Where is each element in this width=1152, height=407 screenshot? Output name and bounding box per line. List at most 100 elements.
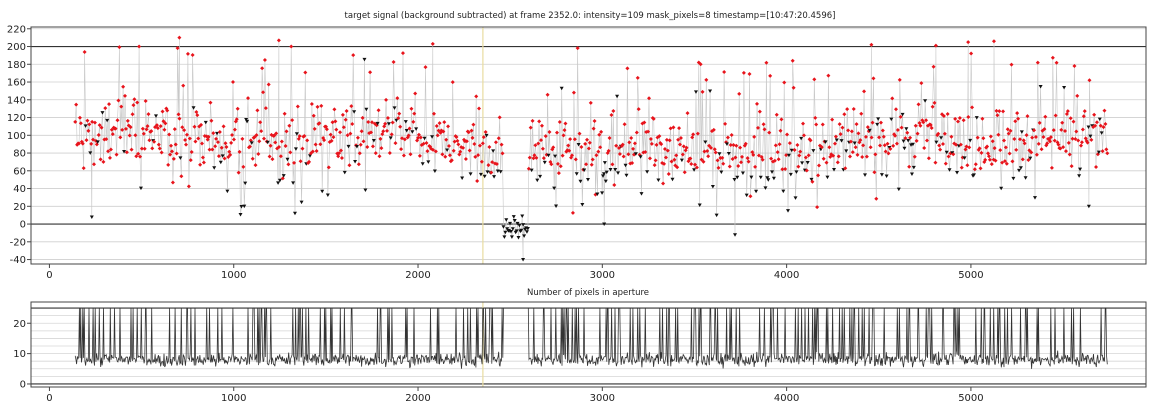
signal-axis-ticks: -40 -20 0 20 40 60 80 100 120 140 160 180 200 220 0 100… (7, 24, 984, 281)
signal-point-red (447, 153, 452, 158)
x-tick-label: 4000 (774, 393, 799, 404)
signal-point-red (898, 114, 903, 119)
signal-point-red (260, 66, 265, 71)
x-tick-label: 0 (46, 393, 52, 404)
signal-point-red (848, 139, 853, 144)
signal-point-black (692, 168, 697, 172)
signal-point-red (1000, 160, 1005, 165)
signal-point-red (123, 93, 128, 98)
signal-point-black (608, 168, 613, 172)
signal-point-red (158, 124, 163, 129)
signal-point-black (1017, 168, 1022, 173)
signal-point-red (473, 154, 478, 159)
signal-point-red (497, 115, 502, 120)
signal-point-black (422, 136, 427, 141)
signal-point-red (458, 149, 463, 154)
signal-point-red (563, 121, 568, 126)
signal-point-black (553, 154, 558, 159)
signal-point-red (147, 138, 152, 143)
signal-point-red (207, 147, 212, 152)
signal-point-red (821, 156, 826, 161)
signal-point-black (832, 167, 837, 172)
signal-point-black (265, 140, 270, 145)
signal-point-red (440, 152, 445, 157)
signal-point-red (130, 112, 135, 117)
signal-point-red (893, 133, 898, 138)
signal-point-red (237, 149, 242, 154)
signal-point-red (312, 126, 317, 131)
signal-point-red (313, 142, 318, 147)
signal-point-red (933, 160, 938, 165)
signal-point-red (416, 135, 421, 140)
signal-point-black (744, 193, 749, 198)
signal-point-red (1075, 93, 1080, 98)
signal-point-red (359, 129, 364, 134)
signal-point-red (949, 134, 954, 139)
signal-point-red (129, 147, 134, 152)
signal-point-red (157, 146, 162, 151)
signal-point-black (503, 230, 508, 235)
signal-point-red (642, 120, 647, 125)
signal-point-red (598, 145, 603, 150)
signal-point-red (305, 138, 310, 143)
signal-point-red (424, 140, 429, 145)
signal-point-black (789, 148, 794, 153)
signal-point-red (256, 152, 261, 157)
signal-point-red (894, 141, 899, 146)
signal-point-red (467, 148, 472, 153)
signal-point-red (859, 111, 864, 116)
signal-point-red (162, 127, 167, 132)
signal-point-red (290, 118, 295, 123)
signal-point-red (232, 127, 237, 132)
signal-point-red (180, 125, 185, 130)
signal-point-red (1006, 131, 1011, 136)
signal-point-red (1043, 114, 1048, 119)
signal-point-red (1005, 127, 1010, 132)
signal-point-red (727, 164, 732, 169)
signal-point-red (74, 102, 79, 107)
signal-point-red (446, 124, 451, 129)
signal-point-red (259, 129, 264, 134)
signal-point-red (988, 134, 993, 139)
signal-point-red (171, 156, 176, 161)
signal-point-black (485, 170, 490, 174)
signal-point-red (396, 116, 401, 121)
signal-point-red (958, 142, 963, 147)
signal-point-black (786, 153, 791, 158)
signal-point-black (805, 161, 810, 165)
signal-point-red (975, 135, 980, 140)
signal-point-red (539, 138, 544, 143)
signal-point-black (325, 193, 330, 198)
signal-point-red (172, 127, 177, 132)
signal-point-red (943, 161, 948, 166)
signal-point-red (689, 162, 694, 167)
signal-point-red (270, 157, 275, 162)
signal-point-black (249, 141, 254, 145)
signal-point-black (299, 200, 304, 205)
signal-point-red (80, 141, 85, 146)
signal-point-black (88, 151, 93, 155)
signal-point-red (648, 137, 653, 142)
signal-point-red (208, 100, 213, 105)
signal-point-red (104, 137, 109, 142)
signal-point-red (442, 120, 447, 125)
signal-point-red (530, 118, 535, 123)
signal-point-red (169, 143, 174, 148)
signal-point-black (403, 120, 408, 124)
signal-point-red (537, 119, 542, 124)
signal-point-red (101, 159, 106, 164)
signal-point-red (1030, 135, 1035, 140)
signal-point-black (1099, 131, 1104, 135)
signal-point-red (908, 135, 913, 140)
signal-point-red (635, 75, 640, 80)
signal-point-red (938, 147, 943, 152)
signal-point-red (487, 145, 492, 150)
signal-point-red (131, 103, 136, 108)
signal-point-red (989, 162, 994, 167)
signal-point-black (294, 132, 299, 136)
signal-point-red (705, 149, 710, 154)
signal-point-red (1067, 152, 1072, 157)
signal-point-red (192, 124, 197, 129)
signal-point-black (717, 152, 722, 156)
signal-point-red (253, 163, 258, 168)
